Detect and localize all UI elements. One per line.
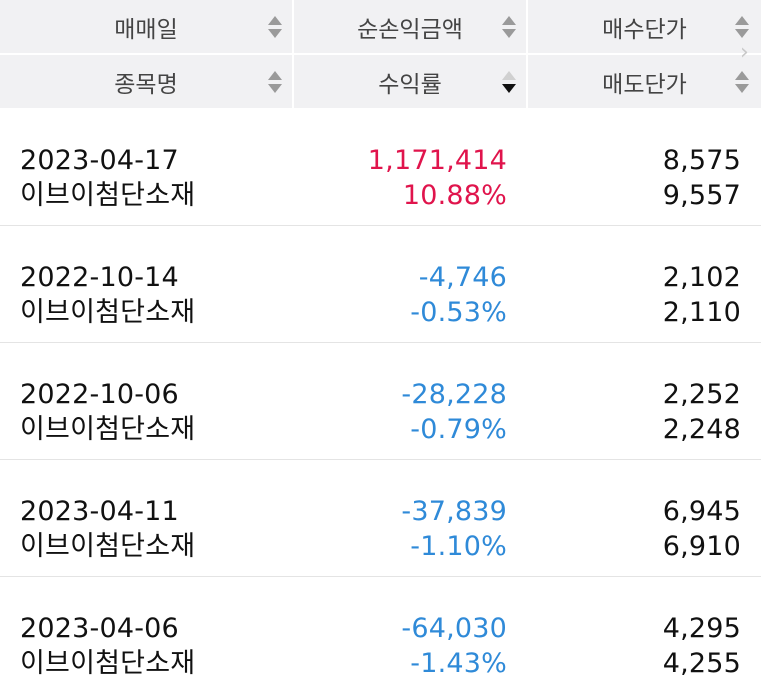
trade-date: 2023-04-11 bbox=[20, 496, 179, 527]
sort-updown-icon[interactable] bbox=[735, 15, 749, 39]
trade-date: 2023-04-17 bbox=[20, 145, 179, 176]
table-row[interactable]: 2022-10-14 이브이첨단소재 -4,746 -0.53% 2,102 2… bbox=[0, 227, 761, 343]
sort-updown-icon[interactable] bbox=[735, 70, 749, 94]
stock-name: 이브이첨단소재 bbox=[20, 297, 196, 328]
return-rate: -0.79% bbox=[410, 414, 507, 445]
table-header: 매매일 순손익금액 매수단가 종목명 수익률 매도단가 › bbox=[0, 0, 761, 108]
buy-price: 4,295 bbox=[662, 613, 741, 644]
net-profit: -64,030 bbox=[401, 613, 507, 644]
return-rate: -1.10% bbox=[410, 531, 507, 562]
table-row[interactable]: 2023-04-11 이브이첨단소재 -37,839 -1.10% 6,945 … bbox=[0, 461, 761, 577]
sort-updown-icon[interactable] bbox=[502, 15, 516, 39]
return-rate: 10.88% bbox=[402, 180, 507, 211]
buy-price: 8,575 bbox=[662, 145, 741, 176]
header-stock-name[interactable]: 종목명 bbox=[0, 55, 292, 108]
stock-name: 이브이첨단소재 bbox=[20, 531, 196, 562]
net-profit: 1,171,414 bbox=[367, 145, 507, 176]
sort-desc-active-icon[interactable] bbox=[502, 70, 516, 94]
sell-price: 2,110 bbox=[662, 297, 741, 328]
header-label: 수익률 bbox=[378, 71, 442, 98]
header-return-rate[interactable]: 수익률 bbox=[294, 55, 526, 108]
sort-updown-icon[interactable] bbox=[268, 15, 282, 39]
chevron-right-icon[interactable]: › bbox=[740, 40, 749, 65]
header-label: 순손익금액 bbox=[357, 16, 463, 43]
table-row[interactable]: 2023-04-17 이브이첨단소재 1,171,414 10.88% 8,57… bbox=[0, 110, 761, 226]
header-divider bbox=[0, 53, 761, 55]
column-divider bbox=[526, 0, 528, 108]
net-profit: -28,228 bbox=[401, 379, 507, 410]
buy-price: 2,102 bbox=[662, 262, 741, 293]
buy-price: 2,252 bbox=[662, 379, 741, 410]
sell-price: 4,255 bbox=[662, 648, 741, 679]
table-row[interactable]: 2023-04-06 이브이첨단소재 -64,030 -1.43% 4,295 … bbox=[0, 578, 761, 694]
sort-updown-icon[interactable] bbox=[268, 70, 282, 94]
net-profit: -4,746 bbox=[418, 262, 507, 293]
sell-price: 9,557 bbox=[662, 180, 741, 211]
sell-price: 2,248 bbox=[662, 414, 741, 445]
header-trade-date[interactable]: 매매일 bbox=[0, 0, 292, 53]
header-buy-price[interactable]: 매수단가 bbox=[528, 0, 761, 53]
trade-date: 2022-10-06 bbox=[20, 379, 179, 410]
header-label: 매도단가 bbox=[602, 71, 687, 98]
return-rate: -1.43% bbox=[410, 648, 507, 679]
return-rate: -0.53% bbox=[410, 297, 507, 328]
table-row[interactable]: 2022-10-06 이브이첨단소재 -28,228 -0.79% 2,252 … bbox=[0, 344, 761, 460]
header-sell-price[interactable]: 매도단가 bbox=[528, 55, 761, 108]
header-label: 종목명 bbox=[114, 71, 178, 98]
stock-name: 이브이첨단소재 bbox=[20, 180, 196, 211]
header-net-profit[interactable]: 순손익금액 bbox=[294, 0, 526, 53]
header-label: 매매일 bbox=[114, 16, 178, 43]
net-profit: -37,839 bbox=[401, 496, 507, 527]
buy-price: 6,945 bbox=[662, 496, 741, 527]
stock-name: 이브이첨단소재 bbox=[20, 648, 196, 679]
column-divider bbox=[292, 0, 294, 108]
stock-name: 이브이첨단소재 bbox=[20, 414, 196, 445]
trade-date: 2023-04-06 bbox=[20, 613, 179, 644]
header-label: 매수단가 bbox=[602, 16, 687, 43]
sell-price: 6,910 bbox=[662, 531, 741, 562]
trade-date: 2022-10-14 bbox=[20, 262, 179, 293]
